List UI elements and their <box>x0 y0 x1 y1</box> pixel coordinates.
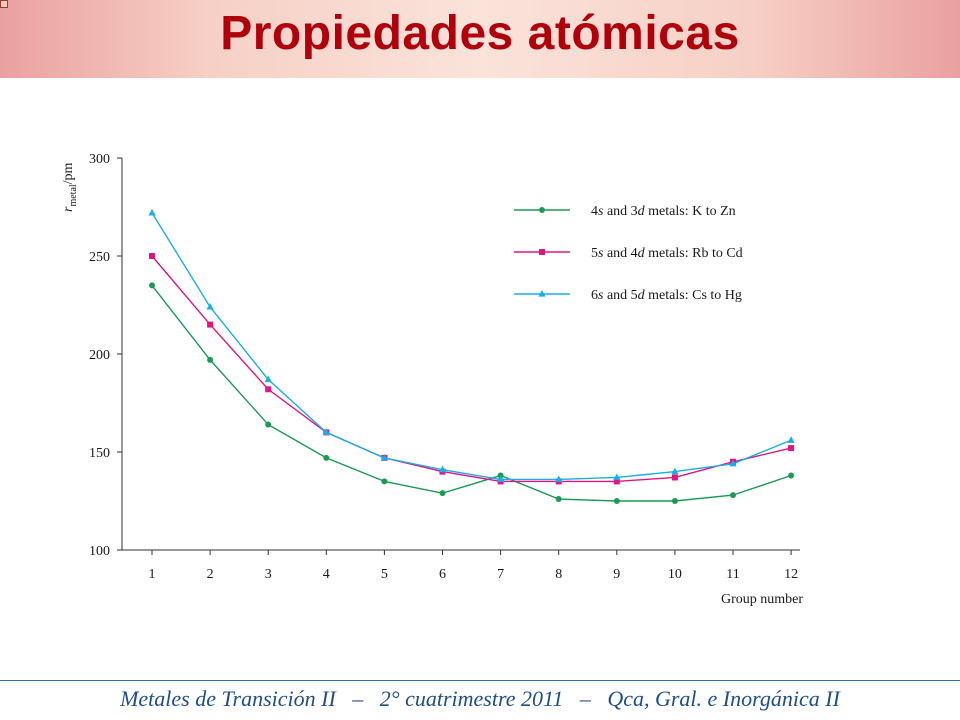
data-point <box>555 496 562 503</box>
legend-label-part: d <box>638 288 646 303</box>
legend-label-part: 4 <box>591 204 598 219</box>
data-point <box>265 421 272 428</box>
legend-label-part: and 4 <box>603 246 637 261</box>
data-point <box>148 208 156 216</box>
data-point <box>555 475 563 483</box>
data-point <box>439 490 446 497</box>
legend-label-part: s <box>598 204 604 219</box>
data-point <box>323 454 330 461</box>
y-axis-label-main: r <box>61 206 76 212</box>
legend-label-part: 6 <box>591 288 598 303</box>
legend-label: 4s and 3d metals: K to Zn <box>591 204 736 219</box>
legend-label-part: and 3 <box>603 204 637 219</box>
series-line <box>151 212 792 481</box>
legend-label-part: metals: K to Zn <box>645 204 736 219</box>
data-point <box>381 478 388 485</box>
y-axis-label-tail: /pm <box>61 162 76 184</box>
data-point <box>613 473 621 481</box>
x-tick-label: 11 <box>726 567 739 582</box>
data-point <box>730 492 736 499</box>
x-tick-label: 9 <box>613 567 620 582</box>
data-point <box>671 467 679 475</box>
legend-entry-3: 6s and 5d metals: Cs to Hg <box>514 288 742 303</box>
data-point <box>265 386 272 393</box>
x-tick-label: 8 <box>555 567 562 582</box>
y-tick-label: 100 <box>89 544 110 559</box>
x-tick-label: 7 <box>497 567 504 582</box>
data-point <box>206 302 214 310</box>
legend-entry-2: 5s and 4d metals: Rb to Cd <box>514 246 743 261</box>
y-tick-label: 150 <box>89 446 110 461</box>
legend-label-part: and 5 <box>603 288 637 303</box>
legend-label-part: d <box>638 204 646 219</box>
legend-label-part: metals: Cs to Hg <box>645 288 742 303</box>
data-point <box>788 472 795 479</box>
title-bar <box>0 0 960 78</box>
x-tick-label: 12 <box>784 567 798 582</box>
x-tick-label: 4 <box>323 567 330 582</box>
data-point <box>613 478 620 485</box>
x-tick-label: 3 <box>265 567 272 582</box>
legend-label-part: 5 <box>591 246 598 261</box>
legend-marker <box>539 249 545 255</box>
corner-marker <box>0 0 8 8</box>
data-point <box>788 445 795 452</box>
data-point <box>207 356 214 363</box>
series-3 <box>148 208 795 483</box>
legend-label-part: s <box>598 288 604 303</box>
data-point <box>149 282 155 289</box>
legend-label-part: metals: Rb to Cd <box>645 246 743 261</box>
x-tick-label: 5 <box>381 567 388 582</box>
y-tick-label: 250 <box>89 250 110 265</box>
legend-marker <box>538 290 546 297</box>
data-point <box>207 321 214 328</box>
x-tick-label: 2 <box>207 567 214 582</box>
data-point <box>671 498 678 504</box>
slide-title: Propiedades atómicas <box>220 7 740 60</box>
x-tick-label: 10 <box>668 567 682 582</box>
footer-text: Metales de Transición II – 2° cuatrimest… <box>120 686 840 711</box>
x-tick-label: 1 <box>149 567 156 582</box>
legend-marker <box>539 207 545 213</box>
y-tick-label: 200 <box>89 348 110 363</box>
legend-entry-1: 4s and 3d metals: K to Zn <box>514 204 736 219</box>
legend-label-part: s <box>598 246 604 261</box>
data-point <box>380 453 388 461</box>
data-point <box>787 436 795 443</box>
y-axis-label-sub: metal <box>68 184 79 206</box>
data-point <box>322 428 330 435</box>
data-point <box>264 375 272 383</box>
x-axis-label: Group number <box>721 592 803 607</box>
series-1 <box>149 282 795 504</box>
footer-divider <box>0 680 960 681</box>
data-point <box>671 474 678 481</box>
data-point <box>729 459 737 467</box>
y-axis-label: rmetal/pm <box>61 162 79 212</box>
legend-label: 6s and 5d metals: Cs to Hg <box>591 288 742 303</box>
legend-label: 5s and 4d metals: Rb to Cd <box>591 246 743 261</box>
legend-label-part: d <box>638 246 646 261</box>
series-line <box>151 255 792 483</box>
data-point <box>613 498 620 504</box>
data-point <box>149 253 155 259</box>
data-point <box>497 475 505 483</box>
series-line <box>151 284 792 502</box>
x-tick-label: 6 <box>439 567 446 582</box>
y-tick-label: 300 <box>89 152 110 167</box>
data-point <box>438 465 447 473</box>
